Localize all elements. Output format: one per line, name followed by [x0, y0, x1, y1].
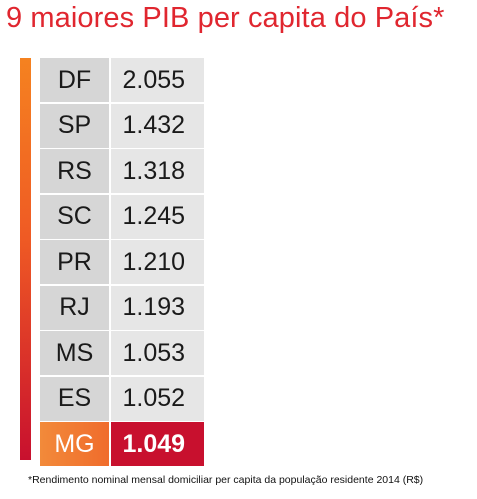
table-row: RJ 1.193 [40, 285, 204, 330]
gradient-accent-bar [20, 58, 31, 460]
table-row: MG 1.049 [40, 422, 204, 466]
table-row: RS 1.318 [40, 149, 204, 193]
table-row: ES 1.052 [40, 376, 204, 421]
state-cell: ES [40, 376, 109, 421]
value-cell: 1.318 [110, 149, 204, 193]
table-row: SC 1.245 [40, 194, 204, 239]
value-cell: 2.055 [110, 58, 204, 102]
state-cell: MS [40, 331, 109, 375]
state-cell: RJ [40, 285, 109, 330]
state-cell: RS [40, 149, 109, 193]
value-cell: 1.053 [110, 331, 204, 375]
value-cell: 1.052 [110, 376, 204, 421]
value-cell: 1.245 [110, 194, 204, 239]
chart-title: 9 maiores PIB per capita do País* [6, 2, 445, 34]
state-cell: PR [40, 240, 109, 284]
state-cell: MG [40, 422, 109, 466]
value-cell: 1.432 [110, 103, 204, 148]
footnote: *Rendimento nominal mensal domiciliar pe… [28, 474, 424, 486]
table-row: SP 1.432 [40, 103, 204, 148]
table-row: MS 1.053 [40, 331, 204, 375]
table-row: DF 2.055 [40, 58, 204, 102]
state-cell: SC [40, 194, 109, 239]
table-row: PR 1.210 [40, 240, 204, 284]
value-cell: 1.049 [110, 422, 204, 466]
state-cell: DF [40, 58, 109, 102]
value-cell: 1.193 [110, 285, 204, 330]
ranking-table: DF 2.055 SP 1.432 RS 1.318 SC 1.245 PR 1.210 RJ 1.1… [40, 58, 204, 466]
value-cell: 1.210 [110, 240, 204, 284]
state-cell: SP [40, 103, 109, 148]
